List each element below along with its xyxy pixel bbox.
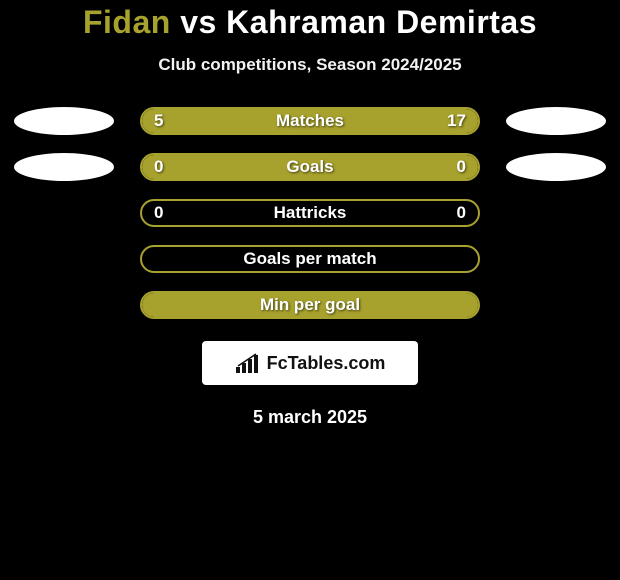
stat-value-right: 0: [457, 157, 466, 177]
stat-bar: 0 Hattricks 0: [140, 199, 480, 227]
stat-label: Goals per match: [243, 249, 376, 269]
right-ellipse: [506, 199, 606, 227]
right-ellipse: [506, 153, 606, 181]
left-ellipse: [14, 245, 114, 273]
left-ellipse: [14, 199, 114, 227]
right-ellipse: [506, 291, 606, 319]
stat-label: Goals: [286, 157, 333, 177]
date-text: 5 march 2025: [253, 407, 367, 428]
stat-label: Matches: [276, 111, 344, 131]
stat-bar: Min per goal: [140, 291, 480, 319]
stat-label: Min per goal: [260, 295, 360, 315]
stat-value-left: 5: [154, 111, 163, 131]
player1-name: Fidan: [83, 4, 171, 40]
stat-value-right: 0: [457, 203, 466, 223]
stat-bar: 5 Matches 17: [140, 107, 480, 135]
bar-fill-right: [219, 109, 478, 133]
stat-row: Min per goal: [0, 291, 620, 319]
left-ellipse: [14, 291, 114, 319]
comparison-infographic: Fidan vs Kahraman Demirtas Club competit…: [0, 0, 620, 428]
stat-label: Hattricks: [274, 203, 347, 223]
bar-fill-right: [310, 155, 478, 179]
brand-badge: FcTables.com: [202, 341, 418, 385]
stat-row: Goals per match: [0, 245, 620, 273]
vs-separator: vs: [171, 4, 226, 40]
player2-name: Kahraman Demirtas: [226, 4, 537, 40]
brand-text: FcTables.com: [267, 353, 386, 374]
right-ellipse: [506, 107, 606, 135]
stat-row: 0 Goals 0: [0, 153, 620, 181]
right-ellipse: [506, 245, 606, 273]
bar-chart-icon: [235, 353, 261, 373]
stat-value-left: 0: [154, 157, 163, 177]
page-title: Fidan vs Kahraman Demirtas: [83, 4, 537, 41]
stat-value-left: 0: [154, 203, 163, 223]
left-ellipse: [14, 153, 114, 181]
left-ellipse: [14, 107, 114, 135]
stat-value-right: 17: [447, 111, 466, 131]
subtitle: Club competitions, Season 2024/2025: [158, 55, 461, 75]
stats-chart: 5 Matches 17 0 Goals 0 0 Hattricks 0 Goals per ma…: [0, 107, 620, 319]
stat-bar: 0 Goals 0: [140, 153, 480, 181]
stat-row: 5 Matches 17: [0, 107, 620, 135]
stat-row: 0 Hattricks 0: [0, 199, 620, 227]
bar-fill-left: [142, 155, 310, 179]
stat-bar: Goals per match: [140, 245, 480, 273]
